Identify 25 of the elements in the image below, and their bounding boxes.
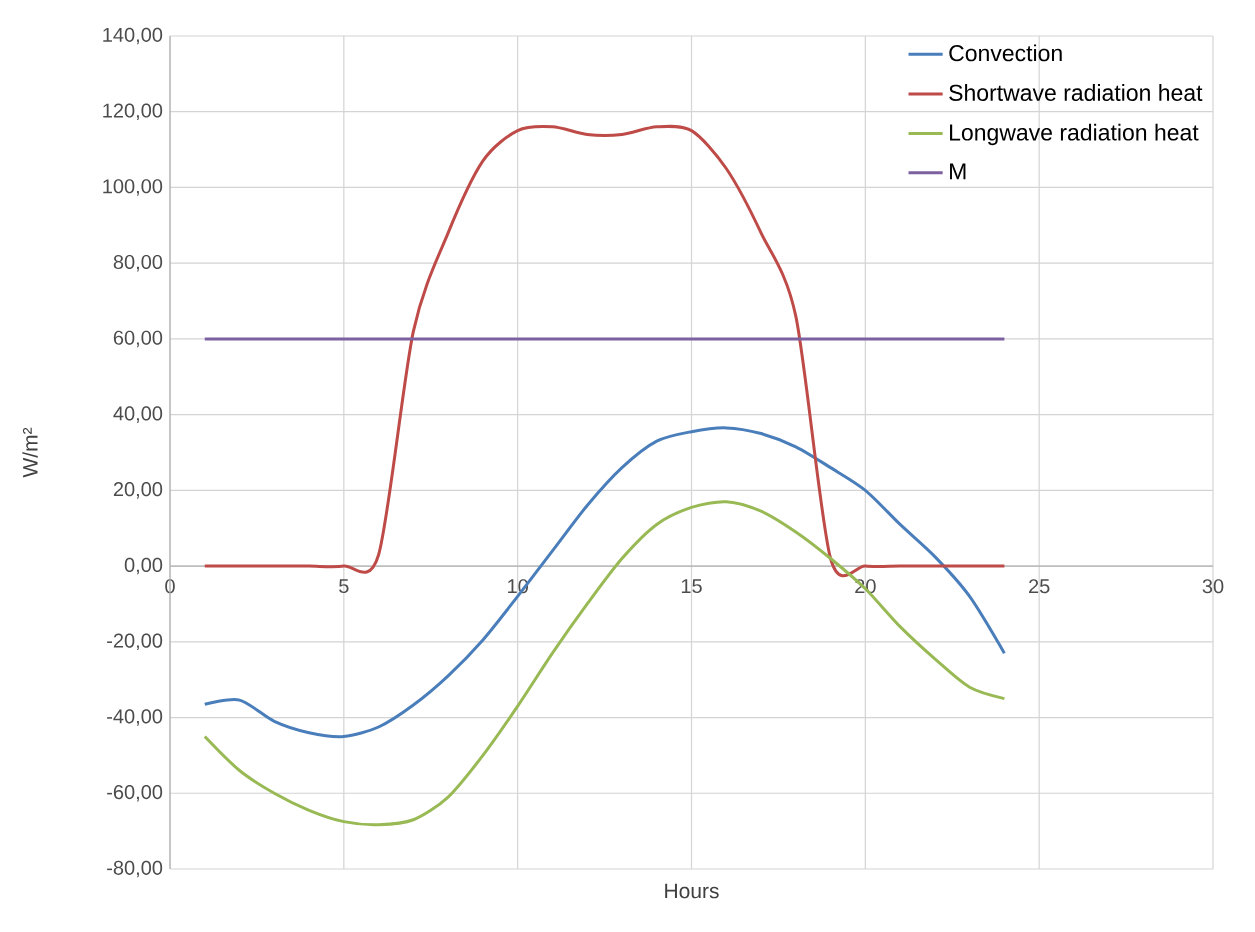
y-tick-label: -80,00 bbox=[107, 860, 163, 878]
y-tick-label: 0,00 bbox=[124, 557, 163, 575]
y-tick-label: -60,00 bbox=[107, 785, 163, 802]
y-axis-title: W/m² bbox=[22, 427, 38, 478]
legend-label: M bbox=[950, 163, 966, 180]
x-tick-label: 5 bbox=[339, 579, 349, 594]
line-series bbox=[203, 426, 1006, 739]
y-tick-label: 80,00 bbox=[113, 254, 163, 272]
y-tick-label: 20,00 bbox=[113, 482, 163, 499]
x-tick-label: 30 bbox=[1202, 579, 1224, 594]
legend-label: Shortwave radiation heat bbox=[949, 84, 1203, 101]
y-tick-label: 120,00 bbox=[103, 103, 163, 120]
y-tick-label: 40,00 bbox=[113, 406, 163, 423]
x-tick-label: 25 bbox=[1029, 579, 1050, 594]
y-tick-label: 60,00 bbox=[113, 330, 163, 348]
y-tick-label: 140,00 bbox=[103, 27, 163, 45]
x-tick-label: 15 bbox=[681, 579, 702, 594]
y-tick-label: -40,00 bbox=[107, 709, 163, 726]
legend-label: Convection bbox=[949, 44, 1062, 62]
x-axis-title: Hours bbox=[665, 883, 719, 899]
x-tick-label: 0 bbox=[165, 579, 175, 594]
y-tick-label: -20,00 bbox=[107, 633, 163, 651]
line-series bbox=[203, 500, 1006, 827]
legend-label: Longwave radiation heat bbox=[950, 123, 1199, 146]
y-tick-label: 100,00 bbox=[103, 179, 163, 196]
